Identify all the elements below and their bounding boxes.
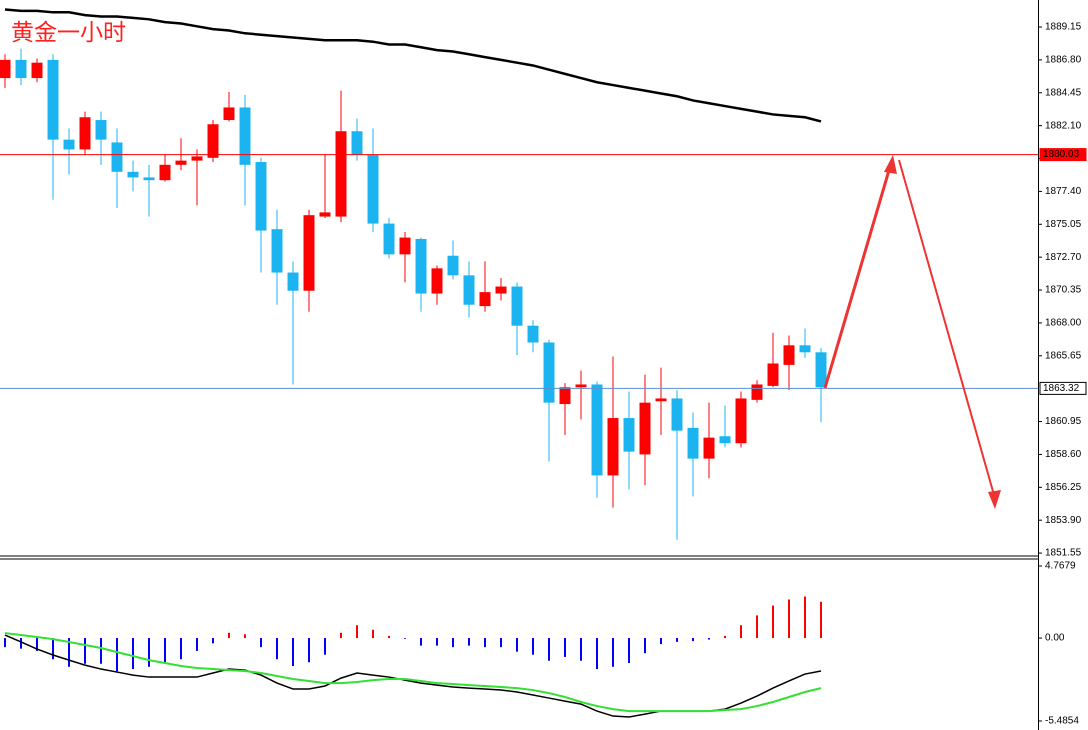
candle-body [463, 275, 475, 305]
y-tick-label: 1856.25 [1045, 482, 1082, 493]
candle-body [703, 437, 715, 459]
candle-body [607, 418, 619, 476]
candle-body [175, 160, 187, 165]
candle-body [623, 418, 635, 452]
candle-body [655, 398, 667, 402]
y-tick-label: 1886.80 [1045, 55, 1082, 66]
candle-body [31, 62, 43, 79]
candle-body [191, 156, 203, 161]
y-tick-label: 1877.40 [1045, 186, 1082, 197]
candle-body [815, 352, 827, 388]
candle-body [575, 384, 587, 388]
arrow-head [988, 490, 1001, 509]
candle-body [751, 384, 763, 400]
candle-body [159, 164, 171, 181]
y-tick-label: 1870.35 [1045, 285, 1082, 296]
candle-body [63, 139, 75, 150]
candle-body [479, 292, 491, 307]
candle-body [207, 124, 219, 158]
candle-body [351, 131, 363, 156]
candle-body [303, 215, 315, 291]
candle-body [0, 59, 11, 79]
y-tick-label: 0.00 [1045, 633, 1065, 644]
moving-average [4, 8, 822, 123]
y-tick-label: 1858.60 [1045, 449, 1082, 460]
candle-body [735, 398, 747, 444]
candle-body [687, 427, 699, 459]
y-tick-label: 1868.00 [1045, 318, 1082, 329]
candle-body [591, 384, 603, 476]
candle-body [223, 107, 235, 121]
y-tick-label: 1872.70 [1045, 252, 1082, 263]
candle-body [639, 402, 651, 455]
price-level-label: 1880.03 [1043, 149, 1080, 160]
candle-body [783, 345, 795, 365]
candle-body [47, 59, 59, 140]
signal-line [4, 632, 822, 713]
candle-body [287, 272, 299, 291]
price-level-tag [1039, 381, 1087, 395]
candle-body [415, 238, 427, 294]
candle-body [143, 177, 155, 181]
candle-body [319, 212, 331, 217]
candle-body [671, 398, 683, 431]
y-tick-label: 4.7679 [1045, 561, 1076, 572]
candle-body [255, 162, 267, 231]
chart-title: 黄金一小时 [11, 19, 126, 45]
candle-body [79, 117, 91, 150]
y-tick-label: 1860.95 [1045, 416, 1082, 427]
y-tick-label: 1851.55 [1045, 548, 1082, 559]
candle-body [271, 229, 283, 273]
candle-body [111, 142, 123, 172]
price-level-tag [1039, 148, 1087, 162]
candle-body [367, 155, 379, 224]
y-tick-label: 1889.15 [1045, 22, 1082, 33]
candle-body [495, 286, 507, 294]
y-tick-label: 1884.45 [1045, 87, 1082, 98]
arrow-down [898, 159, 997, 503]
candle-body [559, 387, 571, 405]
candle-body [511, 286, 523, 326]
candle-body [335, 131, 347, 217]
candle-body [239, 107, 251, 165]
candle-body [95, 120, 107, 140]
candle-body [799, 345, 811, 353]
candle-body [431, 268, 443, 294]
y-tick-label: 1882.10 [1045, 120, 1082, 131]
candle-body [543, 342, 555, 403]
forecast-arrows [823, 155, 1001, 509]
candle-body [383, 223, 395, 255]
candle-body [127, 171, 139, 178]
candle-body [447, 255, 459, 276]
price-level-label: 1863.32 [1043, 383, 1080, 394]
price-panel: 1889.151886.801884.451882.101879.751877.… [0, 8, 1087, 559]
candle-body [527, 325, 539, 343]
candle-body [399, 237, 411, 255]
candle-body [719, 436, 731, 444]
candle-body [767, 363, 779, 386]
arrow-head [884, 155, 897, 174]
y-tick-label: -5.4854 [1045, 716, 1079, 727]
y-tick-label: 1865.65 [1045, 350, 1082, 361]
y-tick-label: 1853.90 [1045, 515, 1082, 526]
y-tick-label: 1875.05 [1045, 219, 1082, 230]
arrow-up [823, 159, 894, 389]
macd-panel: 4.7679 0.00 -5.4854 [4, 561, 1079, 727]
candle-body [15, 59, 27, 79]
